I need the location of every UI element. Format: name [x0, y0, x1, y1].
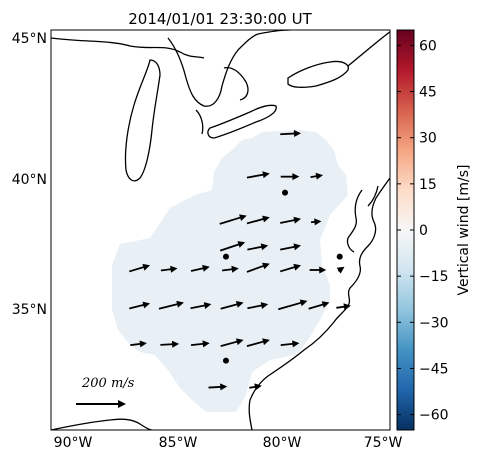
lon-tick-85: 85°W [159, 435, 198, 451]
wind-vector [246, 215, 270, 225]
lat-tick-45: 45°N [12, 31, 47, 47]
wind-vector [129, 301, 151, 310]
colorbar-tick-label: 15 [419, 177, 437, 193]
wind-vector [278, 299, 308, 311]
wind-vector [308, 301, 330, 310]
lake-michigan [124, 59, 161, 182]
wind-vector [130, 340, 147, 348]
michigan-thumb [195, 109, 204, 135]
atlantic-coast [248, 177, 390, 430]
wind-vector [247, 302, 269, 310]
st-lawrence [347, 31, 390, 67]
station-marker [222, 253, 229, 260]
wind-vector [280, 130, 302, 138]
wind-vector [336, 266, 345, 274]
wind-vector [246, 338, 270, 347]
wind-vector [280, 243, 302, 251]
station-marker [282, 189, 289, 196]
lat-tick-labels: 45°N 40°N 35°N [12, 31, 47, 318]
wind-vector [220, 338, 244, 347]
delaware-bay [367, 185, 379, 207]
lon-tick-80: 80°W [263, 435, 302, 451]
lat-tick-35: 35°N [12, 302, 47, 318]
lat-tick-40: 40°N [12, 172, 47, 188]
wind-vector [309, 266, 327, 274]
colorbar-tick-label: −45 [419, 361, 449, 377]
colorbar-ticks: 60 45 30 15 0 −15 −30 −45 −60 [397, 38, 449, 424]
colorbar-tick-label: −60 [419, 408, 449, 424]
lake-huron [167, 30, 291, 107]
lake-ontario [287, 60, 349, 88]
wind-vector [249, 383, 262, 391]
wind-vector [220, 300, 244, 310]
lon-tick-90: 90°W [54, 435, 93, 451]
colorbar-tick-label: 0 [419, 223, 428, 239]
chesapeake-bay [346, 189, 363, 253]
scale-arrow-group [76, 400, 126, 408]
lon-tick-75: 75°W [364, 435, 403, 451]
wind-vector [190, 264, 210, 272]
wind-vector [219, 241, 246, 252]
colorbar-tick-label: 60 [419, 38, 437, 54]
wind-vector [310, 172, 324, 180]
station-marker [336, 253, 343, 260]
wind-vector [280, 340, 300, 348]
wind-vector [129, 263, 151, 273]
wind-vector [222, 265, 239, 273]
map-title: 2014/01/01 23:30:00 UT [128, 10, 312, 28]
scale-arrow-head [118, 400, 126, 408]
station-marker [222, 357, 229, 364]
wind-vector [246, 171, 270, 179]
colorbar-tick-label: −15 [419, 269, 449, 285]
wind-vector [279, 263, 302, 273]
wind-vector [280, 173, 300, 181]
scale-arrow-label: 200 m/s [81, 376, 135, 391]
wind-vector [310, 218, 322, 226]
wind-field-region [112, 130, 348, 412]
wind-vectors [129, 130, 351, 391]
upper-peninsula-shore [51, 37, 205, 59]
colorbar-tick-label: 45 [419, 85, 437, 101]
wind-vector [160, 340, 180, 348]
wind-vector [280, 216, 302, 224]
wind-vector [219, 214, 247, 225]
wind-vector [160, 265, 178, 273]
map-area: 200 m/s [51, 30, 390, 430]
lon-tick-labels: 90°W 85°W 80°W 75°W [54, 435, 403, 451]
wind-vector [208, 383, 228, 391]
colorbar-tick-label: −30 [419, 315, 449, 331]
colorbar-label: Vertical wind [m/s] [456, 165, 472, 296]
wind-vector [247, 243, 269, 251]
map-frame [50, 29, 391, 431]
gulf-coast [51, 418, 153, 430]
wind-vector [246, 262, 270, 273]
wind-vector [190, 340, 210, 348]
colorbar-tick-label: 30 [419, 131, 437, 147]
colorbar: 60 45 30 15 0 −15 −30 −45 −60 Vertical wind [m/s… [396, 29, 472, 431]
wind-vector [190, 302, 212, 310]
station-markers [222, 189, 343, 364]
coastlines [51, 30, 390, 430]
lake-erie [207, 104, 277, 139]
wind-vector [158, 300, 184, 310]
georgian-bay [223, 66, 249, 101]
wind-vector [336, 303, 351, 311]
